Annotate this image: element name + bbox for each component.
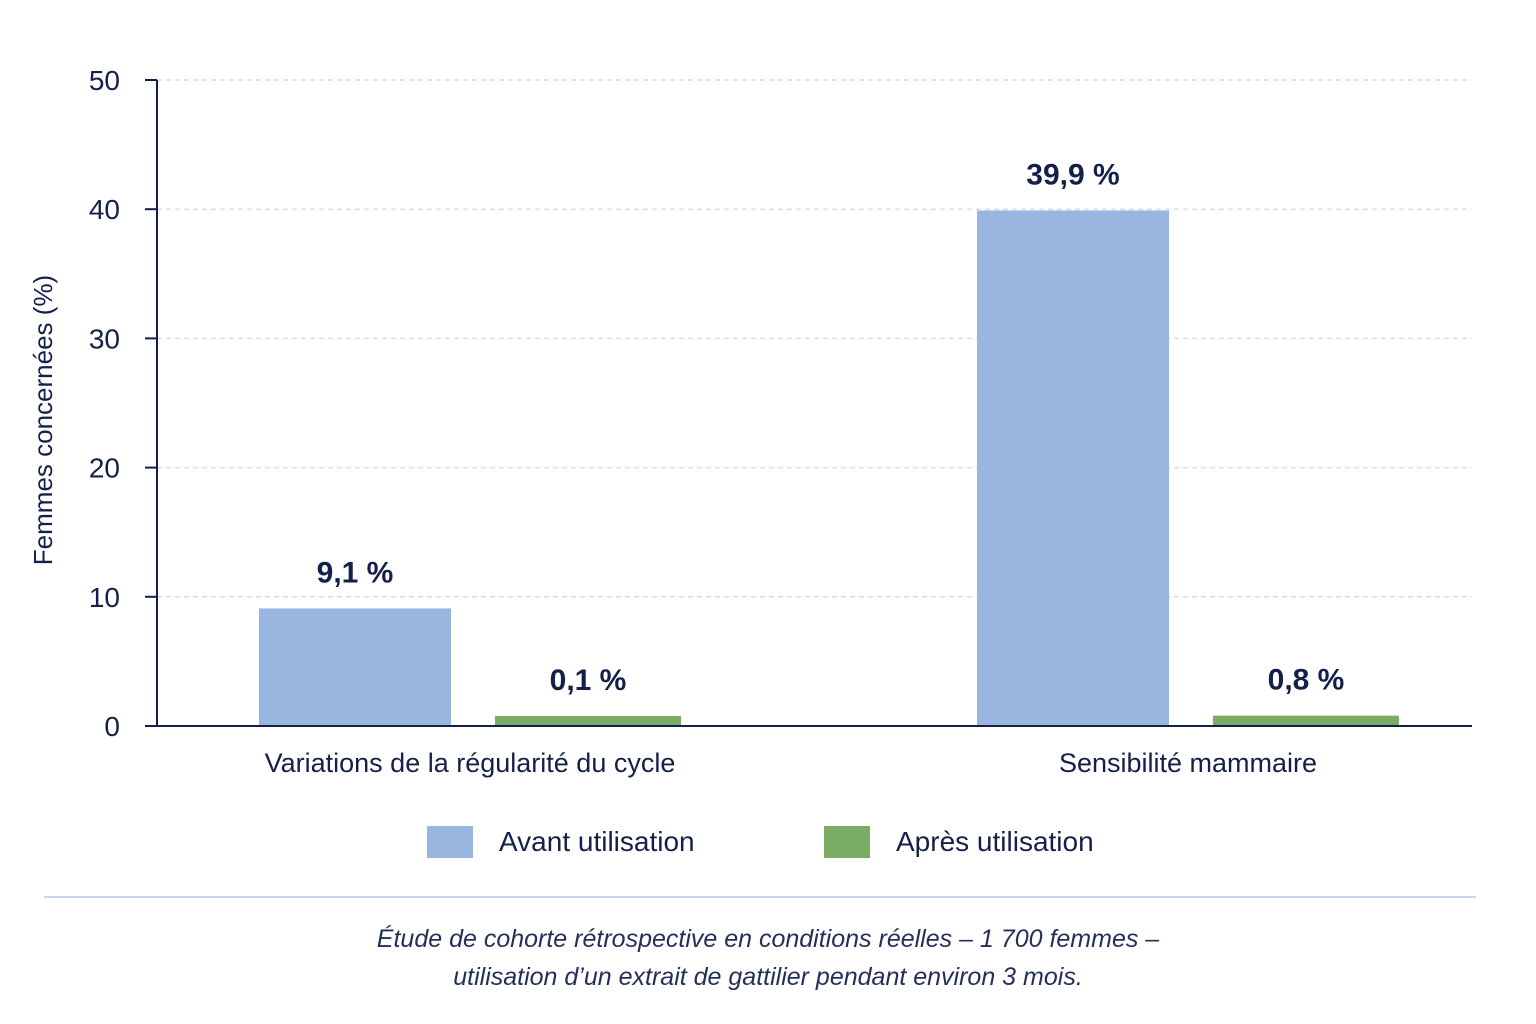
divider (44, 896, 1476, 898)
data-label: 9,1 % (317, 556, 394, 589)
category-labels: Variations de la régularité du cycle Sens… (265, 748, 1317, 778)
caption: Étude de cohorte rétrospective en condit… (0, 920, 1536, 996)
legend-label-apres: Après utilisation (896, 826, 1094, 857)
y-axis-ticks: 0 10 20 30 40 50 (89, 65, 157, 742)
bars (259, 210, 1399, 726)
legend-item-avant: Avant utilisation (427, 822, 695, 862)
legend-item-apres: Après utilisation (824, 822, 1094, 862)
data-label: 0,8 % (1268, 664, 1345, 697)
data-label: 0,1 % (550, 664, 627, 697)
data-label: 39,9 % (1026, 158, 1119, 191)
y-tick-label: 30 (89, 323, 120, 354)
category-label: Sensibilité mammaire (1059, 748, 1317, 778)
caption-line-2: utilisation d’un extrait de gattilier pe… (453, 963, 1083, 991)
bar-avant-1 (977, 210, 1169, 726)
data-labels: 9,1 % 0,1 % 39,9 % 0,8 % (317, 158, 1345, 697)
y-tick-label: 0 (104, 711, 120, 742)
caption-line-1: Étude de cohorte rétrospective en condit… (376, 925, 1160, 953)
bar-chart: 0 10 20 30 40 50 9,1 % 0,1 % 39,9 % 0,8 % Variat… (28, 65, 1472, 778)
category-label: Variations de la régularité du cycle (265, 748, 676, 778)
bar-apres-1 (1213, 715, 1399, 726)
legend: Avant utilisation Après utilisation (0, 822, 1536, 862)
y-tick-label: 20 (89, 453, 120, 484)
gridlines (157, 79, 1472, 598)
y-axis-title: Femmes concernées (%) (28, 275, 58, 565)
bar-apres-0 (495, 716, 681, 726)
y-tick-label: 10 (89, 582, 120, 613)
legend-swatch-avant (427, 826, 473, 858)
y-tick-label: 50 (89, 65, 120, 96)
legend-swatch-apres (824, 826, 870, 858)
legend-label-avant: Avant utilisation (499, 826, 695, 857)
bar-avant-0 (259, 608, 451, 726)
y-tick-label: 40 (89, 194, 120, 225)
